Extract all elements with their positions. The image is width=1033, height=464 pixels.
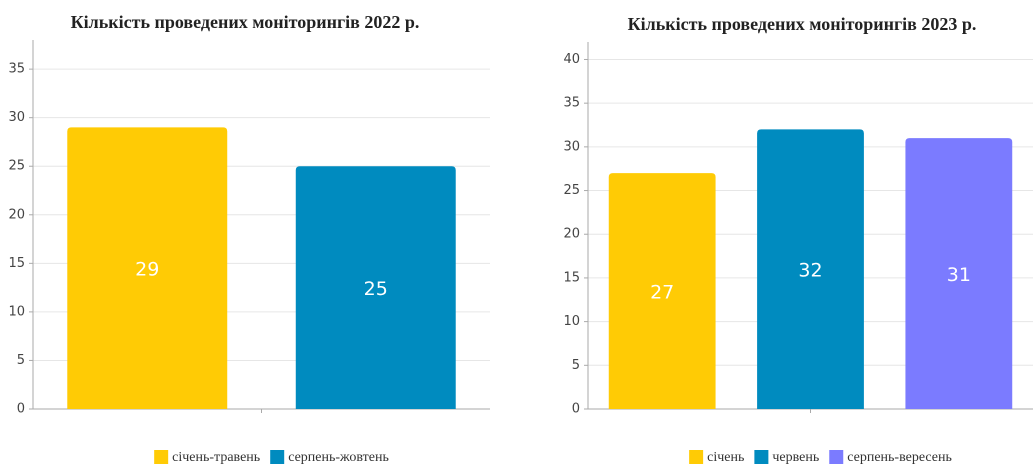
data-label: 29	[135, 259, 159, 281]
bar	[905, 138, 1013, 409]
legend-swatch	[154, 450, 169, 464]
data-label: 31	[947, 264, 971, 286]
legend-swatch	[754, 450, 769, 464]
legend-swatch	[829, 450, 844, 464]
y-tick-label: 25	[8, 159, 25, 174]
legend-label: червень	[772, 450, 819, 464]
y-tick-label: 35	[8, 62, 25, 77]
bar	[67, 127, 228, 409]
y-tick-label: 35	[563, 96, 580, 111]
y-tick-label: 10	[563, 314, 580, 329]
y-tick-label: 5	[17, 353, 25, 368]
y-tick-label: 30	[563, 139, 580, 154]
legend-label: січень-травень	[172, 450, 260, 464]
data-label: 27	[650, 282, 674, 304]
y-tick-label: 0	[572, 402, 580, 417]
legend-label: серпень-жовтень	[288, 450, 389, 464]
y-tick-label: 20	[563, 227, 580, 242]
legend-swatch	[270, 450, 285, 464]
y-tick-label: 20	[8, 207, 25, 222]
legend-swatch	[689, 450, 704, 464]
y-tick-label: 25	[563, 183, 580, 198]
y-tick-label: 30	[8, 110, 25, 125]
chart-title: Кількість проведених моніторингів 2023 р…	[628, 14, 977, 34]
y-tick-label: 40	[563, 52, 580, 67]
y-tick-label: 15	[8, 256, 25, 271]
y-tick-label: 15	[563, 270, 580, 285]
y-tick-label: 5	[572, 358, 580, 373]
bar	[757, 129, 864, 409]
y-tick-label: 10	[8, 304, 25, 319]
y-tick-label: 0	[17, 402, 25, 417]
bar	[295, 166, 456, 409]
chart-title: Кількість проведених моніторингів 2022 р…	[71, 12, 420, 32]
legend-label: серпень-вересень	[847, 450, 952, 464]
data-label: 25	[364, 278, 388, 300]
legend-label: січень	[707, 450, 744, 464]
bar	[608, 173, 716, 409]
data-label: 32	[798, 260, 822, 282]
